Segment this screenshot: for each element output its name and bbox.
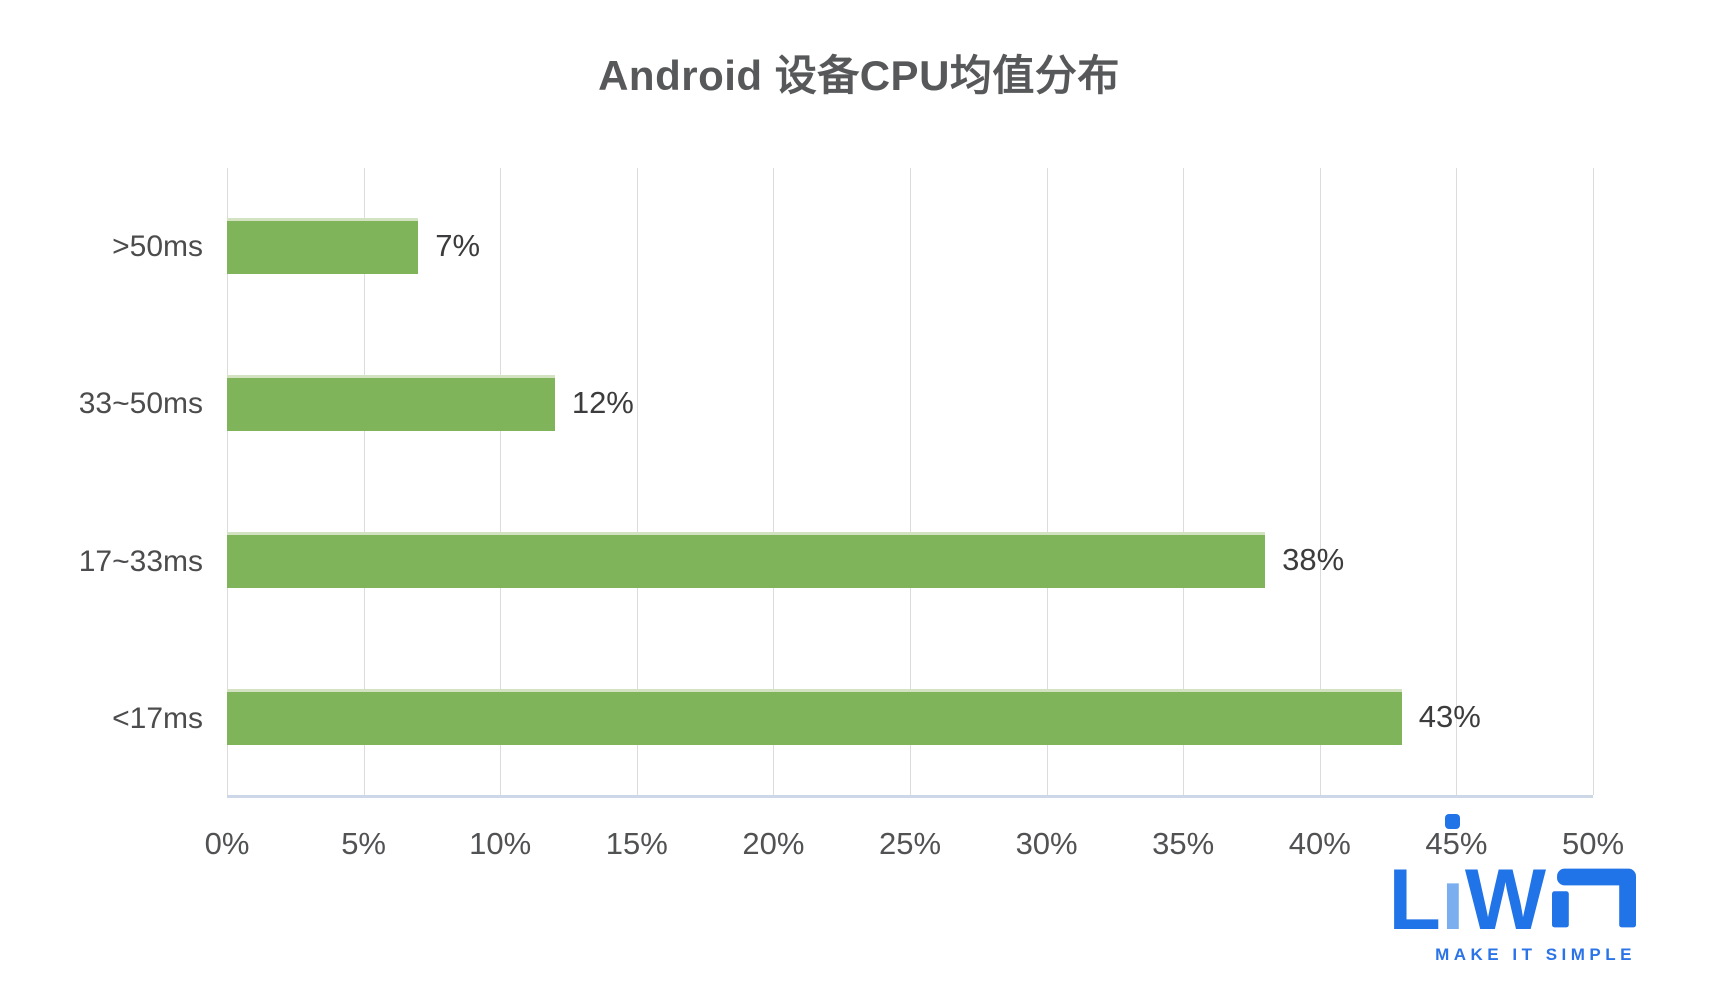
bar-row: 43% [227,638,1593,795]
x-tick-label: 50% [1561,826,1625,861]
logo-tagline: MAKE IT SIMPLE [1435,944,1636,964]
x-tick-label: 5% [341,826,386,861]
bar-row: 12% [227,325,1593,482]
bars-layer: 7% 12% 38% 43% [227,168,1593,795]
x-tick-label: 45% [1425,826,1488,861]
category-label: 33~50ms [78,387,203,421]
bar-value-label: 43% [1418,698,1481,734]
liwa-logo: L ı W MAKE IT SIMPLE [1388,814,1636,965]
chart-body: >50ms 33~50ms 17~33ms <17ms 7% 12% 38% 43% [0,168,1594,798]
gridline [636,168,638,795]
gridline [773,168,775,795]
x-tick-label: 0% [204,826,250,861]
gridline [500,168,502,795]
category-label: <17ms [112,702,203,736]
bar [227,531,1266,588]
gridline [910,168,911,795]
logo-letter-w: W [1464,852,1546,948]
bar-value-label: 12% [571,385,634,421]
bar [227,375,555,432]
y-axis-labels: >50ms 33~50ms 17~33ms <17ms [0,168,227,798]
bar [227,218,419,275]
category-label: 17~33ms [78,544,203,578]
bar-value-label: 7% [435,228,481,264]
x-tick-label: 15% [605,826,668,861]
x-tick-label: 10% [469,826,532,861]
logo-wordmark: L ı W [1388,814,1636,948]
bar-value-label: 38% [1282,541,1345,577]
logo-letter-i: ı [1440,814,1465,948]
logo-a-glyph-icon [1552,866,1636,935]
gridline [227,168,228,795]
x-tick-label: 20% [742,826,805,861]
gridline [1593,168,1594,795]
category-label: >50ms [112,229,203,263]
x-tick-label: 35% [1152,826,1215,861]
x-tick-label: 25% [878,826,942,861]
plot-area: 7% 12% 38% 43% [227,168,1594,798]
gridlines [227,168,1594,795]
bar-row: 38% [227,482,1593,639]
gridline [1319,168,1321,795]
bar-row: 7% [227,168,1593,325]
gridline [1183,168,1185,795]
chart-title: Android 设备CPU均值分布 [598,52,1120,99]
gridline [363,168,365,795]
gridline [1046,168,1048,795]
x-tick-label: 30% [1015,826,1078,861]
bar [227,688,1402,745]
x-axis: 0% 5% 10% 15% 20% 25% 30% 35% 40% 45% 50% [205,798,1624,868]
logo-letter-l: L [1388,852,1441,948]
x-tick-label: 40% [1288,826,1351,861]
gridline [1456,168,1458,795]
